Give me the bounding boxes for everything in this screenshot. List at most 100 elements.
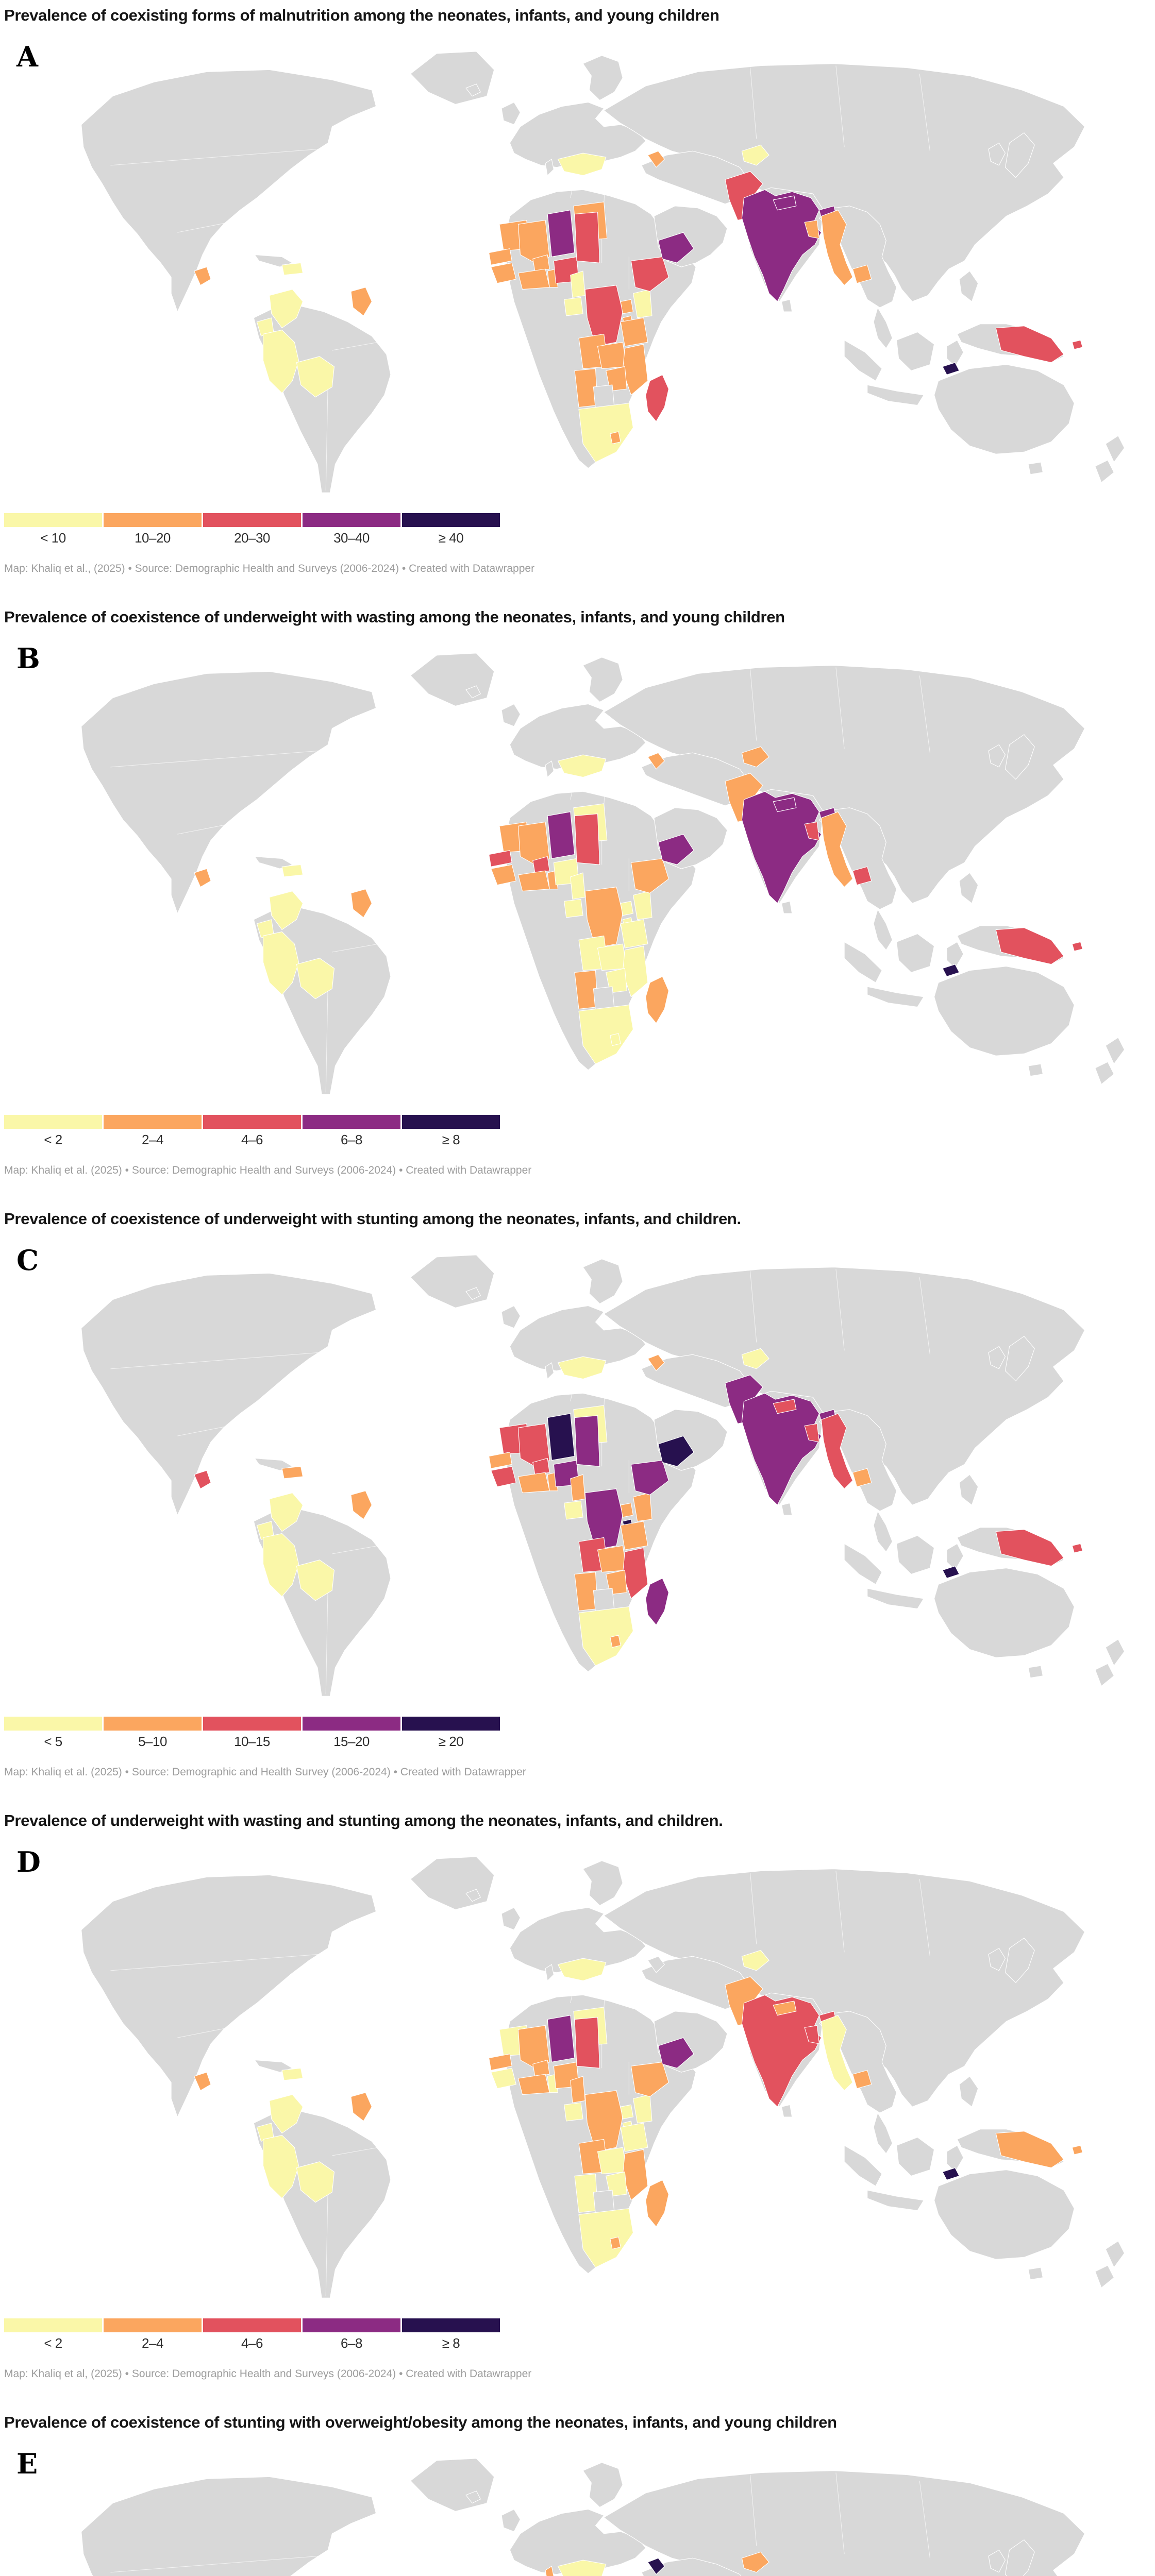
- country-myanmar: [822, 2015, 853, 2091]
- britain-landmass: [501, 103, 521, 125]
- legend-swatch: [4, 1115, 102, 1129]
- greenland-landmass: [411, 1255, 494, 1308]
- borneo-landmass: [897, 1535, 934, 1574]
- country-colombia: [270, 1493, 303, 1532]
- country-zambia: [598, 1546, 627, 1572]
- legend-bin-3: 20–30: [203, 513, 301, 546]
- sumatra-landmass: [844, 340, 882, 381]
- country-dr-congo: [585, 887, 623, 948]
- panel-d: Prevalence of underweight with wasting a…: [0, 1805, 1155, 2407]
- country-nepal: [773, 196, 796, 210]
- legend-label: ≥ 40: [438, 530, 464, 546]
- britain-landmass: [501, 2510, 521, 2532]
- panel-d-title: Prevalence of underweight with wasting a…: [4, 1811, 723, 1829]
- legend-swatch: [303, 513, 400, 527]
- chile-argentina-border: [326, 381, 328, 490]
- country-guyana: [351, 2093, 372, 2121]
- britain-landmass: [501, 704, 521, 726]
- britain-landmass: [501, 1306, 521, 1328]
- korea-landmass: [989, 744, 1005, 767]
- legend-bin-1: < 2: [4, 2318, 102, 2351]
- sumatra-landmass: [844, 942, 882, 982]
- country-uganda: [621, 299, 633, 314]
- scandinavia-landmass: [583, 56, 623, 100]
- country-burkina-faso: [533, 2060, 549, 2077]
- siberia-border-3: [919, 74, 930, 151]
- sumatra-landmass: [844, 2145, 882, 2186]
- australia-landmass: [934, 967, 1075, 1056]
- australia-landmass: [934, 1568, 1075, 1658]
- country-cambodia: [852, 2070, 872, 2089]
- iceland-landmass: [466, 1889, 480, 1902]
- chile-argentina-border: [326, 1584, 328, 1694]
- legend-bin-2: 10–20: [104, 513, 202, 546]
- siberia-border-3: [919, 675, 930, 753]
- tasmania-landmass: [1028, 1666, 1043, 1678]
- panel-a-footer: Map: Khaliq et al., (2025) • Source: Dem…: [4, 563, 535, 574]
- siberia-border-2: [836, 1269, 844, 1350]
- tasmania-landmass: [1028, 1064, 1043, 1076]
- panel-c-map: [19, 1249, 1137, 1706]
- country-sri-lanka: [781, 2105, 792, 2117]
- country-bolivia: [296, 2162, 334, 2202]
- country-timor-leste: [943, 1566, 959, 1579]
- panel-b-title: Prevalence of coexistence of underweight…: [4, 608, 785, 626]
- country-lesotho: [610, 1033, 621, 1046]
- country-cambodia: [852, 867, 872, 885]
- japan-landmass: [1005, 1336, 1034, 1381]
- legend-label: ≥ 8: [442, 1132, 460, 1147]
- korea-landmass: [989, 1948, 1005, 1970]
- data-countries: [194, 1348, 1083, 1666]
- country-albania: [545, 761, 554, 777]
- legend-swatch: [402, 1115, 500, 1129]
- panel-b: Prevalence of coexistence of underweight…: [0, 602, 1155, 1204]
- world-map: [19, 45, 1137, 503]
- sulawesi-landmass: [947, 340, 963, 366]
- country-lesotho: [610, 432, 621, 444]
- legend-label: 5–10: [138, 1734, 167, 1749]
- siberia-border-1: [750, 1873, 757, 1944]
- north-america-landmass: [81, 1273, 376, 1515]
- country-gabon-congo: [564, 2103, 583, 2121]
- us-canada-border: [110, 2552, 372, 2572]
- panel-a-map: [19, 45, 1137, 503]
- country-india: [742, 190, 821, 301]
- country-timor-leste: [943, 2168, 959, 2180]
- country-bangladesh: [805, 1423, 819, 1442]
- legend-label: ≥ 8: [442, 2335, 460, 2351]
- legend-swatch: [203, 2318, 301, 2332]
- new-zealand-landmass: [1106, 1038, 1125, 1064]
- legend-bin-1: < 10: [4, 513, 102, 546]
- country-uganda: [621, 901, 633, 916]
- country-cameroon: [571, 271, 585, 297]
- country-albania: [545, 1363, 554, 1379]
- japan-landmass: [1005, 735, 1034, 779]
- legend-bin-3: 10–15: [203, 1717, 301, 1750]
- country-papua-new-guinea: [996, 326, 1064, 363]
- panel-c-title: Prevalence of coexistence of underweight…: [4, 1210, 741, 1228]
- country-nepal: [773, 2001, 796, 2015]
- country-guyana: [351, 1491, 372, 1519]
- country-south-africa: [579, 2209, 633, 2267]
- country-solomon-islands: [1072, 340, 1082, 349]
- malay-peninsula-landmass: [874, 1511, 893, 1552]
- country-bolivia: [296, 1560, 334, 1601]
- legend-bin-1: < 2: [4, 1115, 102, 1148]
- legend-label: 15–20: [333, 1734, 370, 1749]
- country-senegal-gambia: [489, 851, 512, 867]
- country-albania: [545, 159, 554, 176]
- us-mexico-border: [177, 206, 313, 232]
- country-guinea-sierraleone: [491, 263, 516, 283]
- sulawesi-landmass: [947, 2145, 963, 2172]
- country-azerbaijan: [648, 151, 664, 167]
- country-uganda: [621, 2105, 633, 2119]
- philippines-landmass: [959, 2076, 978, 2107]
- siberia-border-2: [836, 2472, 844, 2554]
- legend-swatch: [303, 2318, 400, 2332]
- country-kenya: [633, 1493, 652, 1521]
- panel-d-letter: D: [16, 1845, 41, 1878]
- legend-label: 2–4: [142, 2335, 163, 2351]
- country-myanmar: [822, 210, 853, 285]
- country-tanzania: [621, 2123, 648, 2151]
